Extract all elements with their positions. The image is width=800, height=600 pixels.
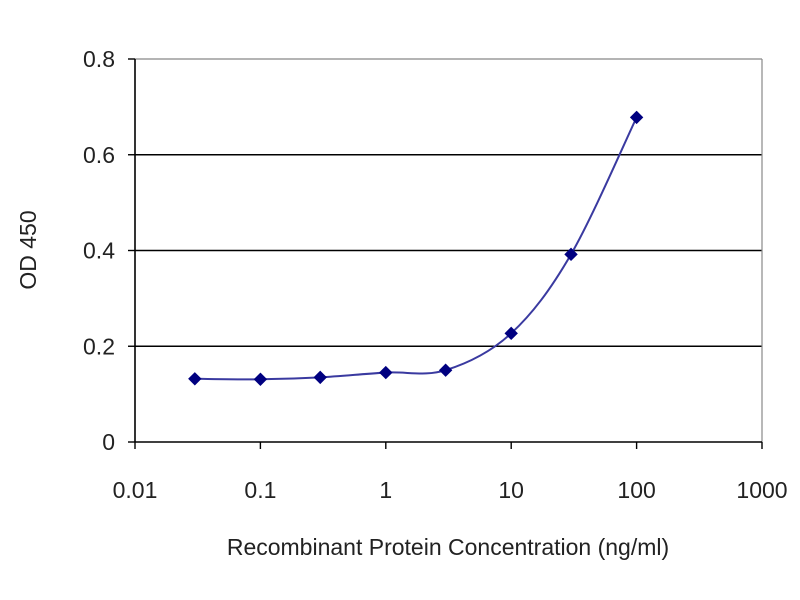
- x-tick-label-3: 10: [498, 477, 524, 503]
- label-layer: Recombinant Protein Concentration (ng/ml…: [15, 46, 788, 560]
- data-point-7: [629, 110, 644, 125]
- grid-layer: [135, 58, 762, 348]
- data-point-1: [253, 372, 268, 386]
- x-tick-label-5: 1000: [736, 477, 787, 503]
- x-axis-title: Recombinant Protein Concentration (ng/ml…: [227, 534, 669, 560]
- x-tick-label-4: 100: [617, 477, 655, 503]
- data-point-6: [564, 247, 578, 262]
- data-point-0: [188, 372, 202, 386]
- series-0-line: [194, 116, 638, 381]
- axis-layer: [128, 58, 763, 449]
- y-tick-label-2: 0.4: [83, 238, 115, 264]
- x-tick-label-1: 0.1: [244, 477, 276, 503]
- y-tick-label-3: 0.6: [83, 142, 115, 168]
- y-axis-title: OD 450: [15, 210, 41, 289]
- series-layer: [188, 110, 644, 386]
- data-point-3: [379, 365, 393, 380]
- y-tick-label-4: 0.8: [83, 46, 115, 72]
- data-point-5: [504, 326, 518, 341]
- y-tick-label-0: 0: [102, 429, 115, 455]
- data-point-4: [438, 363, 453, 377]
- x-tick-label-0: 0.01: [113, 477, 158, 503]
- x-tick-label-2: 1: [379, 477, 392, 503]
- data-point-2: [313, 370, 327, 385]
- y-tick-label-1: 0.2: [83, 333, 115, 359]
